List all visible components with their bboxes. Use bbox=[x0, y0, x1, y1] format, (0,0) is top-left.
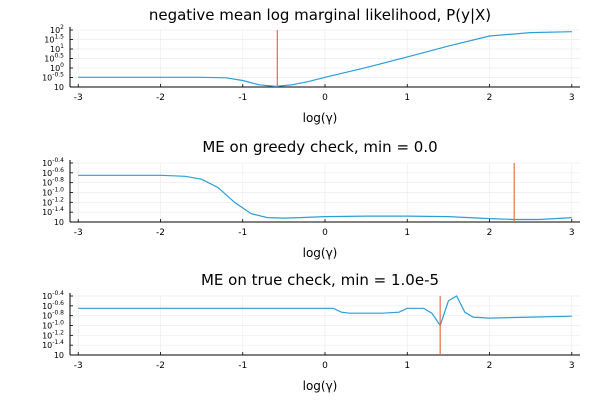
x-tick-label: 3 bbox=[569, 93, 575, 103]
chart-panel-3: ME on true check, min = 1.0e-5 -3 -2 -1 0 1 2 3… bbox=[42, 271, 580, 393]
y-tick-label: 10-0.5 bbox=[42, 72, 64, 83]
x-tick-label: -1 bbox=[238, 93, 247, 103]
y-tick-label: 100.5 bbox=[44, 53, 64, 64]
chart-title: negative mean log marginal likelihood, P… bbox=[149, 6, 491, 24]
x-tick-label: 0 bbox=[322, 228, 328, 238]
chart-title: ME on true check, min = 1.0e-5 bbox=[201, 271, 439, 289]
x-tick-label: 3 bbox=[569, 228, 575, 238]
chart-panel-1: negative mean log marginal likelihood, P… bbox=[42, 6, 580, 125]
y-tick-label: 10 bbox=[54, 218, 64, 227]
y-tick-label: 10-1.2 bbox=[42, 329, 64, 340]
y-tick-label: 10 bbox=[54, 83, 64, 92]
y-tick-label: 10-0.4 bbox=[42, 290, 64, 301]
y-tick-label: 101 bbox=[50, 43, 64, 54]
x-tick-label: -3 bbox=[74, 93, 83, 103]
y-tick-label: 100 bbox=[50, 62, 64, 73]
y-tick-label: 101.5 bbox=[44, 34, 64, 45]
y-tick-label: 10-0.8 bbox=[42, 310, 64, 321]
x-tick-label: 3 bbox=[569, 361, 575, 371]
x-tick-label: -1 bbox=[238, 228, 247, 238]
x-tick-label: 1 bbox=[404, 228, 410, 238]
x-tick-label: -2 bbox=[156, 228, 165, 238]
y-tick-label: 10-0.6 bbox=[42, 300, 64, 311]
y-tick-label: 10-0.6 bbox=[42, 167, 64, 178]
x-tick-label: 0 bbox=[322, 93, 328, 103]
series-line bbox=[78, 295, 572, 327]
x-tick-label: 0 bbox=[322, 361, 328, 371]
x-tick-label: -3 bbox=[74, 361, 83, 371]
y-tick-label: 10-1.4 bbox=[42, 206, 64, 217]
x-axis-label: log(γ) bbox=[303, 246, 338, 260]
chart-title: ME on greedy check, min = 0.0 bbox=[202, 138, 437, 156]
y-tick-label: 10-0.8 bbox=[42, 177, 64, 188]
x-tick-label: 2 bbox=[487, 361, 493, 371]
chart-panel-2: ME on greedy check, min = 0.0 -3 -2 -1 0 1 2 3 l… bbox=[42, 138, 580, 260]
x-tick-label: 2 bbox=[487, 228, 493, 238]
y-tick-label: 10-1.4 bbox=[42, 339, 64, 350]
y-tick-label: 10 bbox=[54, 351, 64, 360]
y-tick-label: 10-1.0 bbox=[42, 320, 64, 331]
y-tick-label: 102 bbox=[50, 24, 64, 35]
x-tick-label: 1 bbox=[404, 361, 410, 371]
x-tick-label: 1 bbox=[404, 93, 410, 103]
y-tick-label: 10-1.0 bbox=[42, 187, 64, 198]
series-line bbox=[78, 174, 572, 221]
x-tick-label: -1 bbox=[238, 361, 247, 371]
x-axis-label: log(γ) bbox=[303, 111, 338, 125]
x-tick-label: -2 bbox=[156, 361, 165, 371]
y-tick-label: 10-1.2 bbox=[42, 196, 64, 207]
x-tick-label: -3 bbox=[74, 228, 83, 238]
x-tick-label: 2 bbox=[487, 93, 493, 103]
series-line bbox=[78, 31, 572, 88]
x-axis-label: log(γ) bbox=[303, 379, 338, 393]
x-tick-label: -2 bbox=[156, 93, 165, 103]
y-tick-label: 10-0.4 bbox=[42, 157, 64, 168]
